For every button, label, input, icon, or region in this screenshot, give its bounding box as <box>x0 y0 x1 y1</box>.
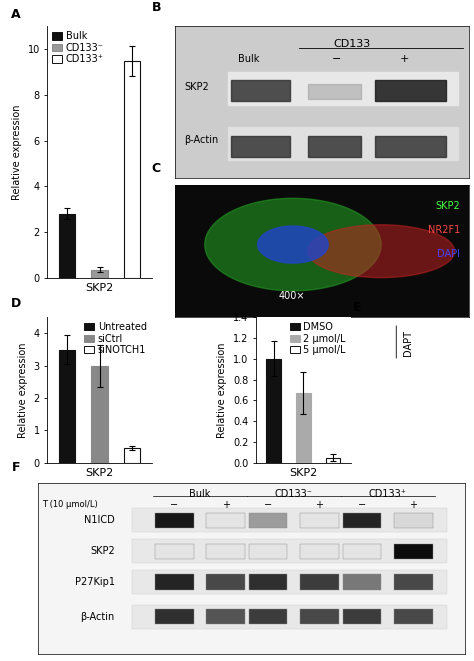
Bar <box>59 350 75 463</box>
Bar <box>301 513 338 528</box>
Text: −: − <box>264 500 273 510</box>
Text: CD133⁻: CD133⁻ <box>275 489 313 500</box>
Text: −: − <box>170 500 179 510</box>
Text: β-Actin: β-Actin <box>184 136 219 145</box>
Text: C: C <box>152 161 161 175</box>
Text: +: + <box>316 500 323 510</box>
Bar <box>375 136 446 157</box>
Bar <box>326 457 340 463</box>
Bar <box>228 72 457 106</box>
Bar <box>343 574 381 590</box>
Bar <box>231 79 290 101</box>
Polygon shape <box>258 226 328 263</box>
Bar <box>155 543 194 559</box>
Text: DAPI: DAPI <box>438 249 460 258</box>
Text: CD133: CD133 <box>333 38 370 49</box>
Text: B: B <box>152 1 161 15</box>
Polygon shape <box>205 198 381 291</box>
Bar <box>132 508 447 532</box>
Bar <box>124 448 140 463</box>
X-axis label: SKP2: SKP2 <box>85 468 114 479</box>
Text: D: D <box>11 297 21 310</box>
Text: T (10 μmol/L): T (10 μmol/L) <box>42 500 98 509</box>
Text: +: + <box>400 54 409 64</box>
Text: +: + <box>410 500 417 510</box>
Bar <box>155 574 194 590</box>
X-axis label: SKP2: SKP2 <box>289 468 318 479</box>
Bar <box>231 136 290 157</box>
Text: F: F <box>12 461 21 474</box>
Text: −: − <box>358 500 366 510</box>
X-axis label: SKP2: SKP2 <box>85 283 114 293</box>
Bar <box>308 136 361 157</box>
Bar <box>394 609 432 624</box>
Bar <box>132 570 447 594</box>
Text: Bulk: Bulk <box>238 54 260 64</box>
Polygon shape <box>308 225 455 278</box>
Bar <box>249 543 287 559</box>
Text: +: + <box>222 500 229 510</box>
Text: 400×: 400× <box>278 292 305 301</box>
Bar <box>266 359 281 463</box>
Bar <box>132 605 447 629</box>
Text: E: E <box>353 301 361 315</box>
Bar <box>155 609 194 624</box>
Bar <box>375 79 446 101</box>
Bar <box>394 574 432 590</box>
Bar <box>91 366 108 463</box>
Text: Bulk: Bulk <box>189 489 211 500</box>
Legend: DMSO, 2 μmol/L, 5 μmol/L: DMSO, 2 μmol/L, 5 μmol/L <box>290 322 346 355</box>
Bar <box>124 61 140 278</box>
Bar <box>343 543 381 559</box>
Text: −: − <box>332 54 342 64</box>
Bar <box>296 393 311 463</box>
Legend: Untreated, siCtrl, siNOTCH1: Untreated, siCtrl, siNOTCH1 <box>84 322 147 355</box>
Legend: Bulk, CD133⁻, CD133⁺: Bulk, CD133⁻, CD133⁺ <box>52 31 104 64</box>
Y-axis label: Relative expression: Relative expression <box>12 104 22 200</box>
Bar <box>249 609 287 624</box>
Bar <box>394 543 432 559</box>
Bar <box>207 574 245 590</box>
Text: A: A <box>11 9 20 21</box>
Bar <box>59 214 75 278</box>
Text: NR2F1: NR2F1 <box>428 225 460 235</box>
Bar <box>343 513 381 528</box>
Text: CD133⁺: CD133⁺ <box>369 489 407 500</box>
Bar <box>249 513 287 528</box>
Y-axis label: Relative expression: Relative expression <box>18 342 28 438</box>
Bar <box>301 543 338 559</box>
Text: SKP2: SKP2 <box>90 546 115 557</box>
Bar <box>207 543 245 559</box>
Text: P27Kip1: P27Kip1 <box>75 577 115 587</box>
Text: DAPT: DAPT <box>403 330 413 356</box>
Bar <box>132 539 447 563</box>
Bar <box>207 609 245 624</box>
Text: SKP2: SKP2 <box>436 201 460 211</box>
Bar <box>394 513 432 528</box>
Text: N1ICD: N1ICD <box>84 516 115 525</box>
Bar <box>249 574 287 590</box>
Bar <box>301 574 338 590</box>
Y-axis label: Relative expression: Relative expression <box>218 342 228 438</box>
Bar <box>155 513 194 528</box>
Bar <box>343 609 381 624</box>
Text: β-Actin: β-Actin <box>81 611 115 621</box>
Bar <box>308 84 361 99</box>
Bar <box>207 513 245 528</box>
Bar <box>91 270 108 278</box>
Bar <box>228 127 457 160</box>
Bar <box>301 609 338 624</box>
Text: SKP2: SKP2 <box>184 82 209 93</box>
